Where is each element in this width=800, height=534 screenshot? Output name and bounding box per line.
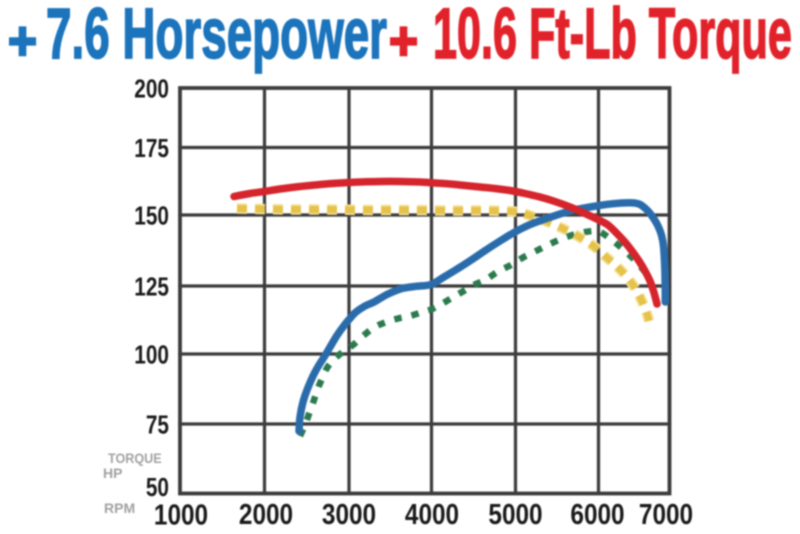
svg-text:+: +	[389, 10, 418, 70]
svg-text:HP: HP	[103, 465, 122, 481]
svg-text:150: 150	[134, 201, 169, 230]
svg-text:1000: 1000	[154, 499, 208, 531]
svg-text:3000: 3000	[322, 498, 376, 530]
svg-text:6000: 6000	[570, 498, 624, 530]
svg-text:10.6 Ft-Lb Torque: 10.6 Ft-Lb Torque	[433, 0, 792, 74]
svg-text:4000: 4000	[405, 498, 459, 530]
svg-text:7000: 7000	[639, 498, 693, 530]
svg-text:100: 100	[134, 340, 169, 369]
svg-text:75: 75	[146, 410, 169, 439]
svg-text:125: 125	[134, 272, 169, 301]
svg-text:5000: 5000	[488, 498, 542, 530]
svg-text:175: 175	[134, 134, 169, 163]
svg-text:RPM: RPM	[104, 500, 135, 516]
svg-text:7.6 Horsepower: 7.6 Horsepower	[46, 0, 387, 73]
svg-text:50: 50	[146, 473, 169, 502]
svg-text:2000: 2000	[239, 498, 293, 530]
svg-text:200: 200	[134, 74, 169, 103]
svg-text:TORQUE: TORQUE	[108, 450, 162, 466]
svg-text:+: +	[8, 10, 37, 70]
